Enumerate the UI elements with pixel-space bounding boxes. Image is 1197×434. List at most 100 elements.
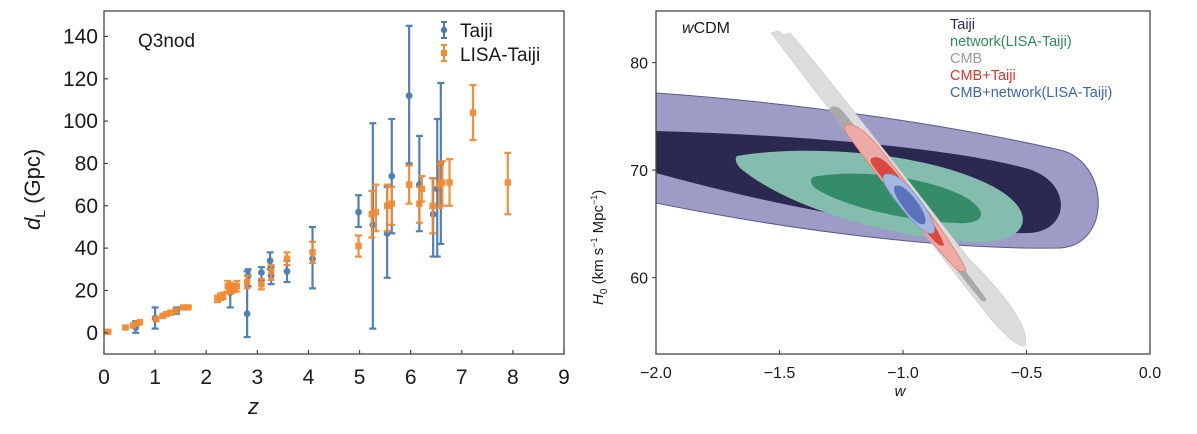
errorbar-point [283, 251, 291, 267]
errorbar-point [438, 160, 446, 207]
right-y-label-unit: (km s [590, 248, 607, 289]
data-point [233, 283, 241, 290]
errorbar-point [504, 151, 512, 216]
data-point [172, 307, 179, 314]
right-y-label-mid: Mpc [590, 204, 607, 237]
right-annotation-italic: w [682, 20, 695, 37]
data-point [129, 322, 137, 329]
errorbar-point [355, 194, 363, 229]
data-point [355, 242, 362, 250]
errorbar-point [469, 84, 477, 142]
left-x-tick-label: 8 [507, 366, 519, 389]
svg-text:dL (Gpc): dL (Gpc) [20, 149, 48, 230]
legend-marker-lisa-taiji [441, 44, 447, 62]
right-annotation: wCDM [682, 20, 730, 37]
legend-marker-taiji [440, 21, 448, 39]
left-x-tick-label: 6 [405, 366, 417, 389]
left-y-label-unit: (Gpc) [20, 149, 45, 210]
data-point [416, 200, 423, 207]
data-point [243, 278, 251, 286]
data-point [504, 179, 511, 186]
right-y-label-sub: 0 [599, 288, 610, 294]
data-point [446, 179, 453, 186]
errorbar-point [309, 240, 317, 265]
contour-layers [656, 30, 1099, 347]
right-x-axis-title: w [895, 383, 907, 400]
left-x-axis-title: z [247, 394, 259, 419]
errorbar-point [355, 234, 363, 258]
data-point [243, 310, 251, 318]
left-y-tick-label: 80 [75, 152, 98, 175]
errorbar-point [388, 185, 396, 226]
errorbar-point [372, 183, 380, 233]
left-y-tick-label: 140 [63, 25, 98, 48]
data-point [283, 255, 291, 262]
right-x-tick-label: −2.0 [640, 365, 672, 382]
errorbar-point [405, 24, 413, 165]
left-x-tick-label: 4 [303, 366, 315, 389]
errorbar-point [383, 183, 391, 233]
right-x-tick-label: −0.5 [1011, 365, 1043, 382]
svg-text:H0 (km s−1 Mpc−1): H0 (km s−1 Mpc−1) [589, 190, 610, 305]
data-point [104, 328, 112, 335]
right-y-tick-label: 80 [630, 56, 648, 73]
data-point [405, 92, 413, 100]
errorbar-point [104, 328, 112, 335]
data-point [163, 310, 170, 318]
data-point [258, 280, 265, 288]
contour-cmb-network-1sigma [893, 185, 926, 225]
series-lisa-taiji [104, 84, 512, 335]
errorbar-point [121, 324, 129, 331]
series-taiji [132, 24, 445, 339]
right-y-label-sup2: −1 [589, 195, 599, 205]
right-x-ticks: −2.0 −1.5 −1.0 −0.5 0.0 [640, 350, 1161, 382]
data-point [180, 304, 187, 311]
right-legend-label: CMB+network(LISA-Taiji) [950, 85, 1112, 101]
left-legend: Taiji LISA-Taiji [440, 21, 540, 66]
data-point [159, 312, 166, 320]
data-point [388, 172, 396, 180]
right-x-tick-label: −1.5 [764, 365, 796, 382]
right-y-label-sup1: −1 [589, 238, 599, 248]
data-point [383, 202, 391, 209]
left-y-tick-label: 40 [75, 237, 98, 260]
data-point [418, 185, 426, 193]
data-point [283, 268, 291, 275]
left-x-ticks: 0 1 2 3 4 5 6 7 8 9 [98, 350, 570, 389]
left-plot-frame [103, 10, 565, 355]
data-point [372, 208, 380, 216]
errorbar-point [267, 263, 275, 281]
left-y-tick-label: 20 [75, 279, 98, 302]
left-y-axis-title: dL (Gpc) [20, 149, 48, 230]
right-y-tick-label: 60 [630, 271, 648, 288]
right-legend-label: CMB [950, 51, 982, 67]
errorbar-point [368, 189, 376, 239]
right-x-tick-label: 0.0 [1139, 365, 1161, 382]
left-x-tick-label: 9 [558, 366, 570, 389]
data-point [368, 211, 376, 218]
right-legend-label: network(LISA-Taiji) [950, 34, 1072, 50]
errorbar-point [446, 158, 454, 207]
right-y-tick-label: 70 [630, 163, 648, 180]
data-point [439, 179, 446, 186]
data-point [388, 200, 395, 207]
errorbar-point [219, 291, 227, 301]
data-point [219, 292, 227, 299]
errorbar-point [184, 304, 192, 311]
left-y-label-main: d [20, 217, 45, 230]
data-point [152, 315, 160, 323]
data-point [355, 208, 362, 216]
right-legend: Taijinetwork(LISA-Taiji)CMBCMB+TaijiCMB+… [950, 17, 1112, 101]
left-x-tick-label: 7 [456, 366, 468, 389]
left-x-tick-label: 0 [98, 366, 110, 389]
data-point [429, 202, 436, 209]
data-point [185, 304, 192, 311]
data-point [309, 249, 316, 256]
data-point [266, 257, 274, 265]
errorbar-point [257, 277, 265, 291]
left-x-tick-label: 3 [251, 366, 263, 389]
legend-label-taiji: Taiji [460, 21, 493, 42]
